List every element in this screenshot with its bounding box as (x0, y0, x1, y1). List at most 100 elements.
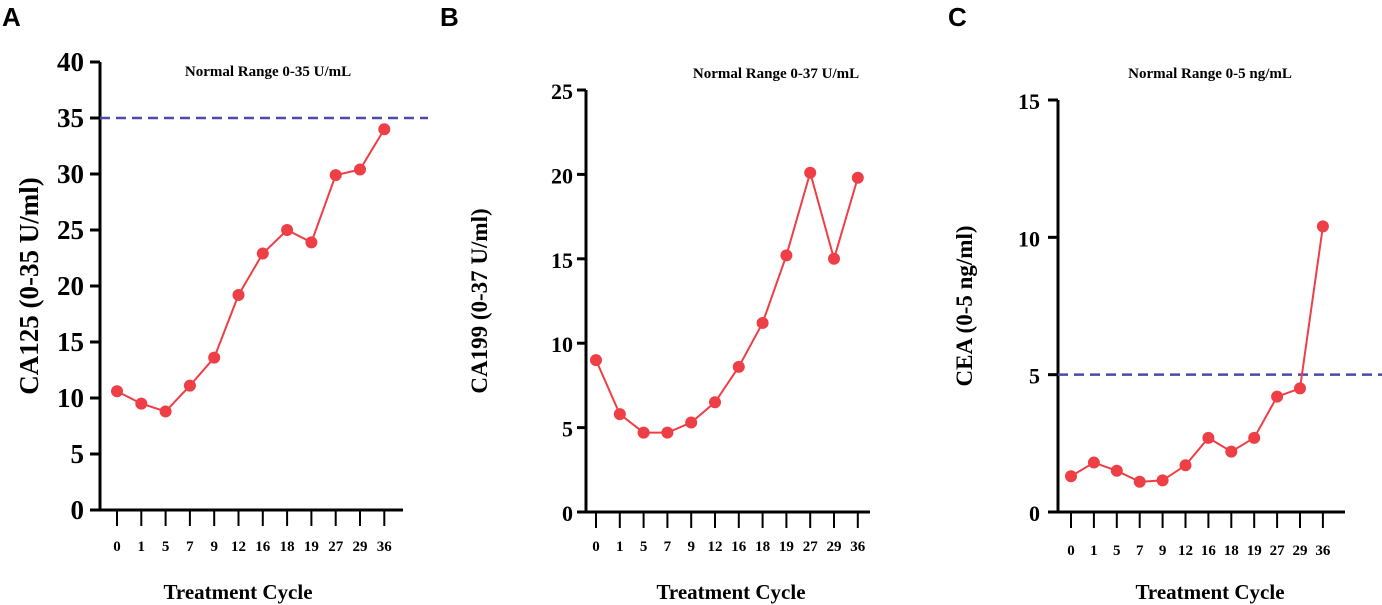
x-tick-label: 19 (1247, 543, 1262, 559)
x-tick-label: 1 (138, 539, 146, 555)
y-tick-label: 25 (57, 215, 84, 245)
x-tick-label: 27 (1270, 543, 1286, 559)
y-tick-label: 0 (71, 495, 85, 525)
x-tick-label: 7 (664, 539, 672, 555)
data-point (851, 171, 864, 184)
x-tick-label: 12 (1178, 543, 1193, 559)
x-tick-label: 0 (1067, 543, 1075, 559)
x-tick-label: 9 (210, 539, 218, 555)
normal-range-label: Normal Range 0-37 U/mL (693, 66, 859, 82)
data-point (590, 354, 602, 367)
data-point (1156, 474, 1169, 487)
y-tick-label: 25 (551, 79, 573, 104)
x-tick-label: 19 (304, 539, 319, 555)
data-point (111, 385, 123, 398)
y-tick-label: 10 (57, 383, 84, 413)
data-point (1179, 459, 1192, 472)
data-point (208, 351, 221, 364)
data-point (637, 426, 650, 439)
x-axis-label: Treatment Cycle (163, 580, 312, 604)
x-tick-label: 9 (1159, 543, 1167, 559)
y-axis-label: CEA (0-5 ng/ml) (952, 226, 977, 387)
y-tick-label: 15 (551, 248, 573, 273)
series-line (595, 169, 859, 434)
data-point (1065, 470, 1077, 483)
x-tick-label: 0 (113, 539, 121, 555)
x-tick-label: 1 (1090, 543, 1098, 559)
y-axis-label: CA125 (0-35 U/ml) (14, 177, 44, 394)
data-point (709, 396, 721, 409)
data-point (1110, 464, 1123, 477)
x-tick-label: 9 (687, 539, 695, 555)
y-tick-label: 40 (57, 47, 84, 77)
data-point (828, 252, 840, 265)
y-tick-label: 10 (1018, 226, 1040, 251)
data-point (354, 163, 366, 176)
series-line (116, 128, 386, 413)
panel-letter: A (2, 2, 21, 32)
data-point (135, 397, 148, 410)
x-tick-label: 18 (1224, 543, 1239, 559)
x-axis-label: Treatment Cycle (656, 580, 805, 604)
x-tick-label: 29 (827, 539, 842, 555)
x-tick-label: 16 (1201, 543, 1217, 559)
x-tick-label: 36 (1315, 543, 1331, 559)
y-tick-label: 20 (551, 163, 573, 188)
y-tick-label: 35 (57, 103, 84, 133)
x-tick-label: 19 (779, 539, 794, 555)
x-axis-label: Treatment Cycle (1135, 580, 1284, 604)
x-tick-label: 36 (850, 539, 866, 555)
y-tick-label: 5 (562, 417, 573, 442)
data-point (1087, 456, 1100, 469)
y-tick-label: 15 (1018, 89, 1040, 114)
data-point (613, 408, 626, 421)
x-tick-label: 18 (280, 539, 295, 555)
x-tick-label: 29 (1293, 543, 1308, 559)
y-tick-label: 15 (57, 327, 84, 357)
x-tick-label: 12 (708, 539, 723, 555)
data-point (378, 123, 391, 136)
data-point (780, 249, 793, 262)
data-point (732, 360, 745, 373)
data-point (281, 224, 294, 236)
x-tick-label: 1 (616, 539, 624, 555)
y-tick-label: 0 (1029, 501, 1040, 526)
y-axis-label: CA199 (0-37 U/ml) (467, 208, 492, 393)
data-point (661, 426, 674, 439)
x-tick-label: 27 (328, 539, 344, 555)
x-tick-label: 7 (186, 539, 194, 555)
data-point (1133, 475, 1146, 488)
data-point (756, 316, 769, 329)
data-point (1316, 220, 1329, 233)
x-tick-label: 5 (1113, 543, 1121, 559)
data-point (256, 247, 269, 260)
x-tick-label: 5 (640, 539, 648, 555)
panel-letter: B (440, 2, 459, 32)
normal-range-label: Normal Range 0-5 ng/mL (1128, 66, 1292, 82)
x-tick-label: 36 (377, 539, 393, 555)
panel-letter: C (948, 2, 967, 32)
normal-range-label: Normal Range 0-35 U/mL (185, 64, 351, 80)
data-point (804, 166, 817, 179)
data-point (329, 169, 342, 182)
data-point (1225, 445, 1238, 458)
y-tick-label: 20 (57, 271, 84, 301)
y-tick-label: 5 (71, 439, 85, 469)
data-point (1202, 431, 1215, 444)
y-tick-label: 5 (1029, 364, 1040, 389)
x-tick-label: 27 (803, 539, 819, 555)
x-tick-label: 5 (162, 539, 170, 555)
x-tick-label: 29 (353, 539, 368, 555)
data-point (1248, 431, 1261, 444)
x-tick-label: 0 (592, 539, 600, 555)
y-tick-label: 0 (562, 501, 573, 526)
data-point (1294, 382, 1306, 395)
x-tick-label: 16 (731, 539, 747, 555)
series-line (1070, 226, 1324, 483)
x-tick-label: 7 (1136, 543, 1144, 559)
y-tick-label: 30 (57, 159, 84, 189)
